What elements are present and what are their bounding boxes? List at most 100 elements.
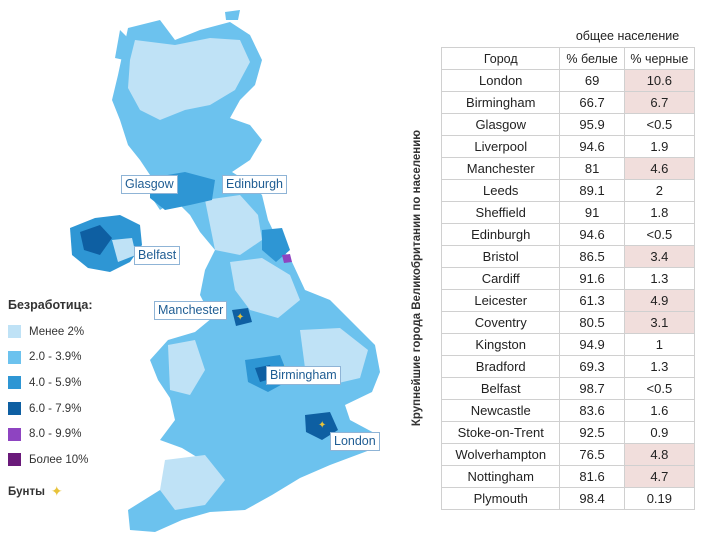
cell-black: <0.5 — [623, 377, 696, 400]
yorkshire-light-region — [230, 258, 300, 318]
map-label-birmingham: Birmingham — [266, 366, 341, 385]
legend-label: 6.0 - 7.9% — [29, 402, 82, 415]
cell-black: 1 — [623, 333, 696, 356]
borders-light-region — [205, 195, 262, 255]
uk-unemployment-map: ✦ ✦ ✦ Glasgow Edinburgh Belfast Manchest… — [8, 10, 380, 532]
cell-white: 83.6 — [559, 399, 625, 422]
cell-city: Belfast — [440, 377, 561, 400]
legend-item: 2.0 - 3.9% — [8, 345, 148, 371]
cell-city: Bradford — [440, 355, 561, 378]
cell-city: Leicester — [440, 289, 561, 312]
belfast-light-region — [112, 238, 136, 262]
cell-white: 89.1 — [559, 179, 625, 202]
riot-marker-london: ✦ — [318, 420, 326, 431]
cell-white: 94.6 — [559, 135, 625, 158]
cell-black: 1.9 — [623, 135, 696, 158]
table-row: Stoke-on-Trent 92.5 0.9 — [440, 421, 696, 444]
cell-city: Newcastle — [440, 399, 561, 422]
wales-light-region — [168, 340, 205, 395]
legend-label: 4.0 - 5.9% — [29, 376, 82, 389]
cell-white: 95.9 — [559, 113, 625, 136]
cell-city: Wolverhampton — [440, 443, 561, 466]
population-table: Город % белые % черные London 69 10.6 Birmi… — [440, 47, 696, 510]
cell-white: 81 — [559, 157, 625, 180]
orkney-shape — [225, 10, 240, 20]
cell-city: Leeds — [440, 179, 561, 202]
northern-ireland-dark-region — [80, 225, 112, 255]
cell-city: Edinburgh — [440, 223, 561, 246]
cell-city: Liverpool — [440, 135, 561, 158]
table-body: London 69 10.6 Birmingham 66.7 6.7 Glasgow 95.9… — [440, 69, 696, 510]
unemployment-legend: Безработица: Менее 2% 2.0 - 3.9% 4.0 - 5… — [8, 298, 148, 473]
western-isles-shape — [115, 30, 128, 60]
table-group-header: общее население — [575, 29, 680, 43]
legend-label: 8.0 - 9.9% — [29, 428, 82, 441]
table-row: Bradford 69.3 1.3 — [440, 355, 696, 378]
legend-item: 8.0 - 9.9% — [8, 421, 148, 447]
london-dark-region — [305, 412, 338, 440]
legend-label: Более 10% — [29, 453, 89, 466]
south-west-light-region — [160, 455, 225, 510]
legend-swatch — [8, 427, 21, 441]
cell-black: 6.7 — [623, 91, 696, 114]
legend-swatch — [8, 325, 21, 339]
legend-item: 6.0 - 7.9% — [8, 396, 148, 422]
cell-city: Plymouth — [440, 487, 561, 510]
table-row: Sheffield 91 1.8 — [440, 201, 696, 224]
north-east-dark-region — [262, 228, 290, 262]
cell-city: Birmingham — [440, 91, 561, 114]
cell-city: Sheffield — [440, 201, 561, 224]
cell-city: Cardiff — [440, 267, 561, 290]
legend-title: Безработица: — [8, 298, 93, 312]
map-label-edinburgh: Edinburgh — [222, 175, 287, 194]
side-title: Крупнейшие города Великобритании по насе… — [411, 129, 423, 427]
legend-swatch — [8, 453, 21, 467]
legend-item: Менее 2% — [8, 319, 148, 345]
cell-black: 4.6 — [623, 157, 696, 180]
table-row: Wolverhampton 76.5 4.8 — [440, 443, 696, 466]
riots-legend: Бунты ✦ — [8, 483, 63, 500]
col-header-white: % белые — [559, 47, 625, 70]
table-row: Leeds 89.1 2 — [440, 179, 696, 202]
table-row: Birmingham 66.7 6.7 — [440, 91, 696, 114]
cell-white: 81.6 — [559, 465, 625, 488]
legend-swatch — [8, 376, 21, 390]
cell-black: 1.3 — [623, 267, 696, 290]
cell-black: 1.8 — [623, 201, 696, 224]
table-row: Nottingham 81.6 4.7 — [440, 465, 696, 488]
cell-city: London — [440, 69, 561, 92]
cell-white: 76.5 — [559, 443, 625, 466]
riot-marker-manchester: ✦ — [236, 312, 244, 323]
legend-swatch — [8, 350, 21, 364]
map-label-manchester: Manchester — [154, 301, 228, 320]
cell-black: 3.4 — [623, 245, 696, 268]
table-row: Coventry 80.5 3.1 — [440, 311, 696, 334]
sparkle-icon: ✦ — [50, 483, 63, 499]
table-row: Leicester 61.3 4.9 — [440, 289, 696, 312]
legend-item: Более 10% — [8, 447, 148, 473]
cell-black: 1.3 — [623, 355, 696, 378]
cell-city: Bristol — [440, 245, 561, 268]
cell-white: 69.3 — [559, 355, 625, 378]
cell-black: 4.8 — [623, 443, 696, 466]
table-row: Manchester 81 4.6 — [440, 157, 696, 180]
legend-item: 4.0 - 5.9% — [8, 370, 148, 396]
cell-white: 86.5 — [559, 245, 625, 268]
cell-black: 3.1 — [623, 311, 696, 334]
legend-swatch — [8, 402, 21, 416]
cell-white: 94.6 — [559, 223, 625, 246]
table-row: Liverpool 94.6 1.9 — [440, 135, 696, 158]
cell-white: 92.5 — [559, 421, 625, 444]
highlands-light-region — [128, 38, 250, 120]
cell-city: Nottingham — [440, 465, 561, 488]
legend-label: Менее 2% — [29, 325, 85, 338]
cell-white: 66.7 — [559, 91, 625, 114]
table-row: Bristol 86.5 3.4 — [440, 245, 696, 268]
cell-city: Manchester — [440, 157, 561, 180]
cell-black: 10.6 — [623, 69, 696, 92]
cell-black: 2 — [623, 179, 696, 202]
uk-map-svg: ✦ ✦ ✦ — [70, 10, 380, 532]
table-header-row: Город % белые % черные — [440, 47, 696, 70]
cell-white: 61.3 — [559, 289, 625, 312]
riots-label: Бунты — [8, 485, 45, 498]
